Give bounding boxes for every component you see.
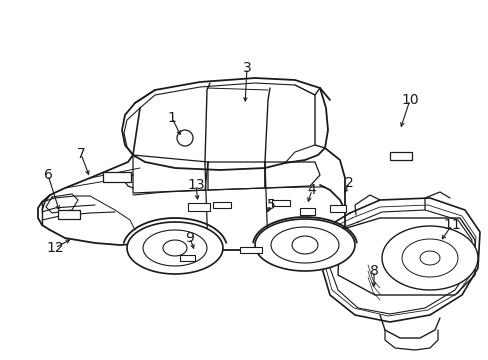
Polygon shape	[419, 251, 439, 265]
FancyBboxPatch shape	[187, 203, 209, 211]
Polygon shape	[143, 230, 206, 266]
Polygon shape	[127, 222, 223, 274]
Text: 8: 8	[369, 264, 378, 278]
FancyBboxPatch shape	[299, 208, 314, 215]
Text: 11: 11	[442, 218, 460, 232]
FancyBboxPatch shape	[271, 200, 289, 206]
Text: 2: 2	[344, 176, 353, 190]
Text: 1: 1	[167, 111, 176, 125]
Text: 9: 9	[185, 231, 194, 245]
Text: 7: 7	[77, 147, 85, 161]
FancyBboxPatch shape	[103, 172, 131, 182]
FancyBboxPatch shape	[389, 152, 411, 160]
FancyBboxPatch shape	[213, 202, 230, 208]
Text: 4: 4	[307, 183, 316, 197]
Text: 10: 10	[400, 93, 418, 107]
FancyBboxPatch shape	[329, 205, 346, 212]
FancyBboxPatch shape	[240, 247, 262, 253]
Circle shape	[177, 130, 193, 146]
FancyBboxPatch shape	[58, 210, 80, 219]
Polygon shape	[381, 226, 477, 290]
Polygon shape	[163, 240, 186, 256]
Text: 12: 12	[46, 241, 63, 255]
Text: 5: 5	[266, 198, 275, 212]
FancyBboxPatch shape	[180, 255, 195, 261]
Text: 13: 13	[187, 178, 204, 192]
Text: 3: 3	[242, 61, 251, 75]
Polygon shape	[270, 227, 338, 263]
Polygon shape	[291, 236, 317, 254]
Text: 6: 6	[43, 168, 52, 182]
Polygon shape	[401, 239, 457, 277]
Polygon shape	[255, 219, 354, 271]
